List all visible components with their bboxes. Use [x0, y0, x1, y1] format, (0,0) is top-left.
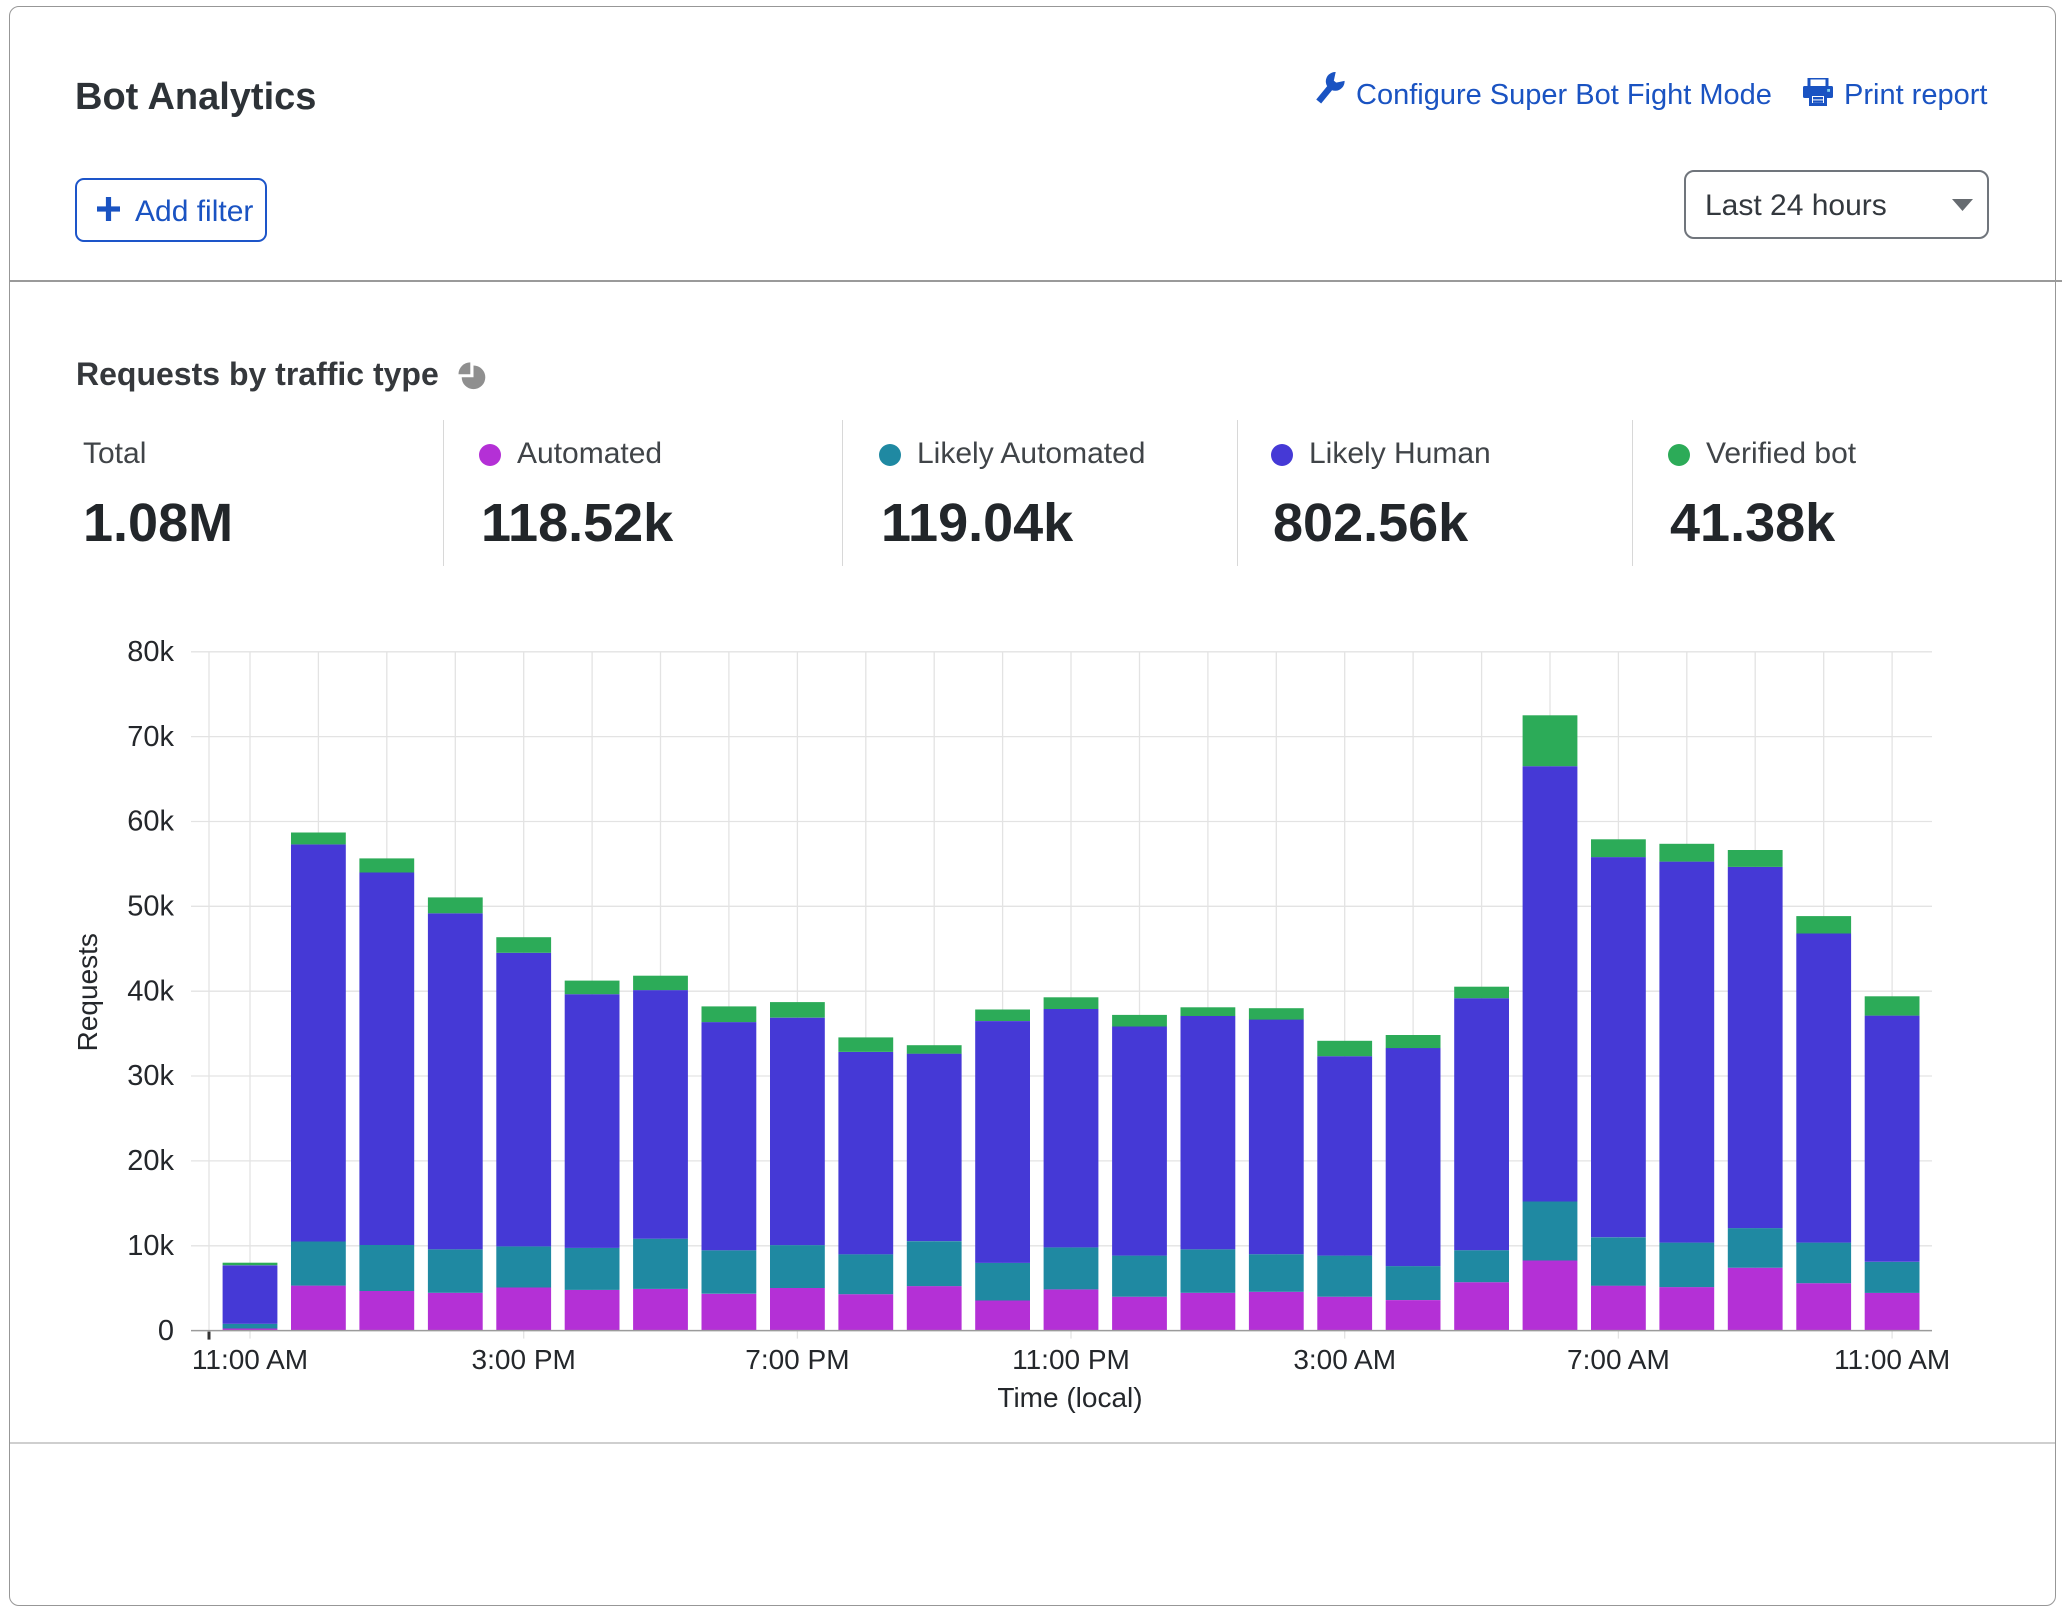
svg-text:3:00 PM: 3:00 PM: [472, 1344, 576, 1375]
svg-text:20k: 20k: [127, 1145, 174, 1177]
svg-text:7:00 AM: 7:00 AM: [1567, 1344, 1670, 1375]
svg-text:7:00 PM: 7:00 PM: [745, 1344, 849, 1375]
svg-text:50k: 50k: [127, 890, 174, 922]
svg-text:11:00 AM: 11:00 AM: [192, 1344, 308, 1375]
svg-text:11:00 AM: 11:00 AM: [1834, 1344, 1950, 1375]
svg-text:60k: 60k: [127, 806, 174, 838]
svg-text:11:00 PM: 11:00 PM: [1012, 1344, 1130, 1375]
svg-text:Time (local): Time (local): [997, 1382, 1142, 1413]
svg-text:10k: 10k: [127, 1230, 174, 1262]
svg-text:30k: 30k: [127, 1060, 174, 1092]
svg-text:Requests: Requests: [72, 933, 103, 1051]
svg-text:80k: 80k: [127, 636, 174, 668]
svg-text:40k: 40k: [127, 975, 174, 1007]
svg-text:3:00 AM: 3:00 AM: [1293, 1344, 1396, 1375]
svg-text:0: 0: [158, 1315, 174, 1347]
svg-text:70k: 70k: [127, 721, 174, 753]
